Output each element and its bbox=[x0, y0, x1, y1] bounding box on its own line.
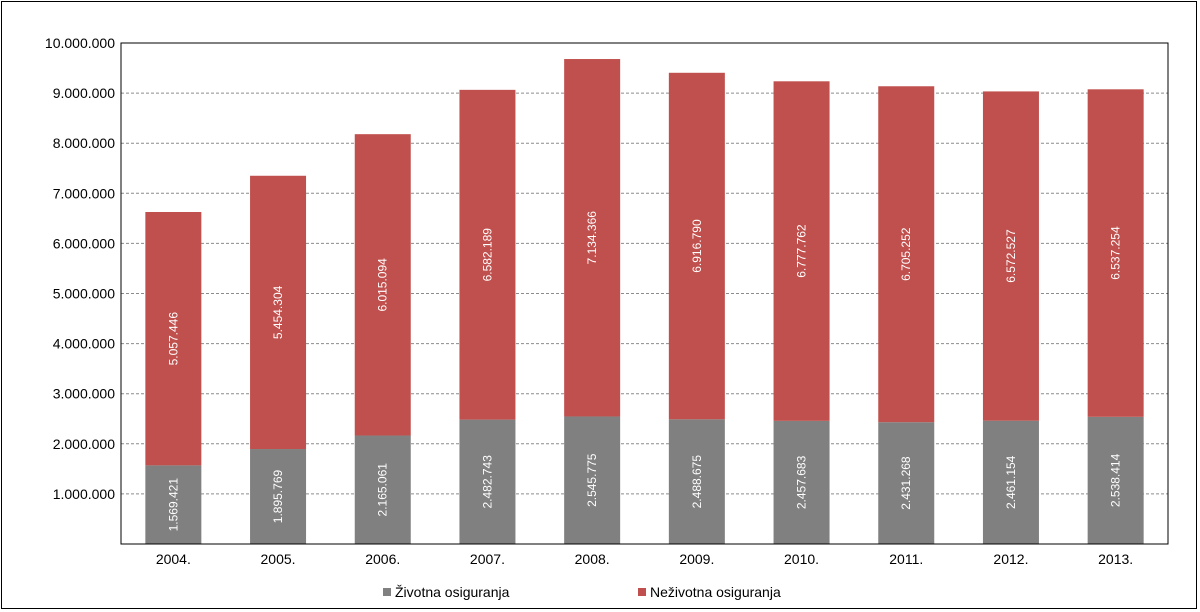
data-label: 6.015.094 bbox=[376, 258, 390, 312]
bar-zivotna bbox=[564, 416, 621, 544]
bars: 1.569.421 5.057.446 1.895.769 5.454.304 2.16… bbox=[145, 59, 1144, 544]
plot-area-border bbox=[120, 42, 1169, 545]
bar-zivotna bbox=[354, 435, 411, 544]
bar-zivotna bbox=[459, 419, 516, 544]
data-label: 2.545.775 bbox=[585, 453, 599, 507]
y-tick-label: 2.000.000 bbox=[53, 436, 115, 452]
x-tick-label: 2006. bbox=[365, 551, 400, 567]
y-tick-label: 10.000.000 bbox=[45, 35, 115, 51]
data-label: 6.537.254 bbox=[1109, 226, 1123, 280]
x-tick-label: 2008. bbox=[575, 551, 610, 567]
legend-label: Neživotna osiguranja bbox=[650, 584, 781, 600]
data-label: 2.461.154 bbox=[1004, 455, 1018, 509]
y-tick-label: 1.000.000 bbox=[53, 486, 115, 502]
y-tick-label: 4.000.000 bbox=[53, 336, 115, 352]
x-tick-label: 2012. bbox=[993, 551, 1028, 567]
bar-zivotna bbox=[982, 420, 1039, 544]
bar-zivotna bbox=[878, 422, 935, 544]
bar-nezivotna bbox=[878, 86, 935, 423]
x-tick-label: 2011. bbox=[889, 551, 923, 567]
data-label: 1.569.421 bbox=[166, 478, 180, 532]
data-label: 2.488.675 bbox=[690, 455, 704, 509]
bar-nezivotna bbox=[354, 134, 411, 436]
y-tick-label: 8.000.000 bbox=[53, 135, 115, 151]
bar-zivotna bbox=[1087, 416, 1144, 544]
legend-swatch bbox=[638, 588, 646, 596]
data-label: 2.431.268 bbox=[899, 456, 913, 510]
data-label: 6.572.527 bbox=[1004, 229, 1018, 283]
data-label: 5.057.446 bbox=[166, 312, 180, 366]
data-label: 1.895.769 bbox=[271, 469, 285, 523]
y-tick-label: 6.000.000 bbox=[53, 235, 115, 251]
data-label: 2.538.414 bbox=[1109, 453, 1123, 507]
bar-nezivotna bbox=[1087, 89, 1144, 417]
bar-nezivotna bbox=[773, 81, 830, 421]
data-label: 6.582.189 bbox=[480, 228, 494, 282]
bar-zivotna bbox=[668, 419, 725, 544]
bar-zivotna bbox=[773, 420, 830, 544]
bar-zivotna bbox=[250, 449, 307, 544]
data-label: 2.165.061 bbox=[376, 463, 390, 517]
y-tick-label: 7.000.000 bbox=[53, 185, 115, 201]
bar-nezivotna bbox=[668, 72, 725, 420]
y-tick-label: 5.000.000 bbox=[53, 286, 115, 302]
x-tick-label: 2013. bbox=[1098, 551, 1133, 567]
legend-swatch bbox=[383, 588, 391, 596]
legend-label: Životna osiguranja bbox=[395, 584, 510, 600]
x-tick-label: 2004. bbox=[156, 551, 191, 567]
bar-nezivotna bbox=[459, 89, 516, 420]
y-axis-labels: 1.000.000 2.000.000 3.000.000 4.000.000 5.00… bbox=[45, 35, 115, 502]
data-label: 2.482.743 bbox=[480, 455, 494, 509]
legend: Životna osiguranja Neživotna osiguranja bbox=[383, 584, 781, 600]
data-label: 2.457.683 bbox=[795, 455, 809, 509]
x-tick-label: 2010. bbox=[784, 551, 819, 567]
bar-zivotna bbox=[145, 465, 202, 544]
data-label: 6.777.762 bbox=[795, 224, 809, 278]
data-label: 6.916.790 bbox=[690, 219, 704, 273]
y-tick-label: 9.000.000 bbox=[53, 85, 115, 101]
x-axis-labels: 2004. 2005. 2006. 2007. 2008. 2009. 2010. 2011.… bbox=[156, 551, 1133, 567]
data-label: 5.454.304 bbox=[271, 285, 285, 339]
bar-nezivotna bbox=[145, 211, 202, 466]
bar-nezivotna bbox=[982, 91, 1039, 421]
y-tick-label: 3.000.000 bbox=[53, 386, 115, 402]
x-tick-label: 2009. bbox=[679, 551, 714, 567]
x-tick-label: 2005. bbox=[261, 551, 296, 567]
x-tick-label: 2007. bbox=[470, 551, 505, 567]
bar-nezivotna bbox=[564, 59, 621, 417]
bar-nezivotna bbox=[250, 175, 307, 450]
data-label: 7.134.366 bbox=[585, 211, 599, 265]
data-label: 6.705.252 bbox=[899, 227, 913, 281]
